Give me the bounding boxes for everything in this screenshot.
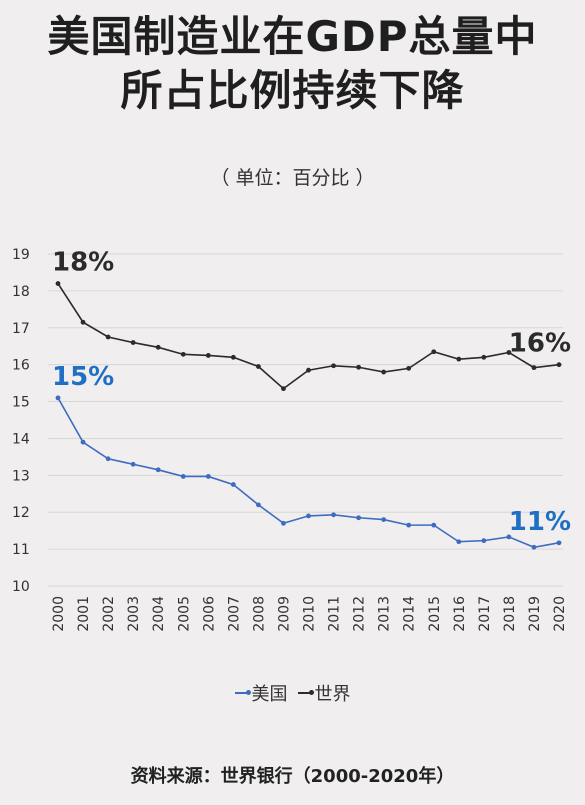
data-point-usa [456,539,462,545]
data-point-usa [256,502,261,508]
data-point-usa [381,517,387,522]
data-point-world [80,319,86,325]
data-point-world [331,363,336,369]
data-point-usa [205,474,211,479]
data-point-world [281,386,286,392]
y-tick-label: 17 [12,321,30,337]
x-tick-label: 2012 [352,596,368,632]
data-point-world [230,354,236,360]
series-lines [55,281,562,550]
x-tick-label: 2013 [377,596,393,632]
data-point-usa [331,512,336,518]
y-tick-label: 12 [12,505,30,521]
source-note: 资料来源：世界银行（2000-2020年） [130,766,455,787]
annotation-label: 11% [509,507,571,537]
x-tick-label: 2015 [427,596,443,632]
x-tick-label: 2006 [201,596,217,632]
chart-title: 美国制造业在GDP总量中 所占比例持续下降 [0,10,585,118]
x-tick-label: 2017 [477,596,493,632]
title-line-2: 所占比例持续下降 [120,66,465,115]
data-point-usa [230,482,236,487]
data-point-world [481,354,487,360]
y-tick-label: 14 [12,431,30,447]
x-tick-label: 2003 [126,596,142,632]
y-tick-label: 15 [12,395,30,411]
data-point-usa [531,544,537,550]
data-point-usa [356,515,361,521]
y-axis-ticks: 10 11 12 13 14 15 16 17 18 19 [12,247,30,595]
data-point-world [105,334,111,340]
data-point-world [155,344,161,350]
legend: 美国 世界 [0,680,585,706]
data-point-world [381,369,387,375]
data-point-usa [55,395,61,401]
legend-swatch-usa [234,690,251,695]
data-point-usa [130,461,136,467]
x-tick-label: 2007 [226,596,242,632]
data-point-world [406,365,412,371]
y-tick-label: 13 [12,468,30,484]
legend-item-usa: 美国 [234,680,288,706]
x-tick-label: 2018 [502,596,518,632]
data-point-usa [506,534,512,540]
series-line-usa [57,397,560,549]
data-point-world [55,281,61,286]
data-point-world [456,356,462,362]
annotations: 18% 16% 15% 11% [52,248,571,537]
data-point-world [531,365,537,371]
x-tick-label: 2020 [552,596,568,632]
data-point-usa [155,467,161,473]
data-point-usa [180,474,186,479]
y-tick-label: 11 [12,542,30,558]
data-point-usa [556,540,562,546]
data-point-world [205,353,211,358]
annotation-label: 16% [509,329,571,359]
data-point-world [130,340,136,345]
x-tick-label: 2010 [302,596,318,632]
chart-subtitle: （ 单位：百分比 ） [210,167,375,189]
x-tick-label: 2014 [402,596,418,632]
title-line-1: 美国制造业在GDP总量中 [47,12,538,61]
data-point-world [180,351,186,357]
annotation-label: 18% [52,248,114,278]
y-tick-label: 16 [12,358,30,374]
data-point-usa [80,439,86,445]
data-point-world [306,367,311,373]
data-point-world [506,350,512,355]
annotation-label: 15% [52,362,114,392]
legend-label-usa: 美国 [251,684,288,705]
data-point-usa [281,520,286,526]
y-tick-label: 10 [12,579,30,595]
y-tick-label: 19 [12,247,30,263]
data-point-usa [105,456,111,462]
x-tick-label: 2016 [452,596,468,632]
x-tick-label: 2009 [276,596,292,632]
data-point-usa [431,522,437,528]
data-point-world [256,364,261,369]
x-tick-label: 2002 [101,596,117,632]
data-point-world [356,364,361,370]
x-tick-label: 2005 [176,596,192,632]
x-tick-label: 2019 [527,596,543,632]
x-tick-label: 2000 [51,596,67,632]
data-point-world [556,362,562,368]
y-tick-label: 18 [12,284,30,300]
x-tick-label: 2008 [251,596,267,632]
data-point-usa [406,522,412,528]
legend-label-world: 世界 [314,684,351,705]
data-point-usa [306,513,311,519]
legend-item-world: 世界 [297,680,351,706]
gridlines [48,253,563,587]
x-tick-label: 2011 [327,596,343,632]
data-point-usa [481,538,487,544]
series-line-world [57,283,560,390]
x-tick-label: 2004 [151,596,167,632]
data-point-world [431,349,437,355]
legend-swatch-world [297,690,314,695]
x-axis-ticks: 2000 2001 2002 2003 2004 2005 2006 2007 2008 2009… [51,596,568,632]
x-tick-label: 2001 [76,596,92,632]
